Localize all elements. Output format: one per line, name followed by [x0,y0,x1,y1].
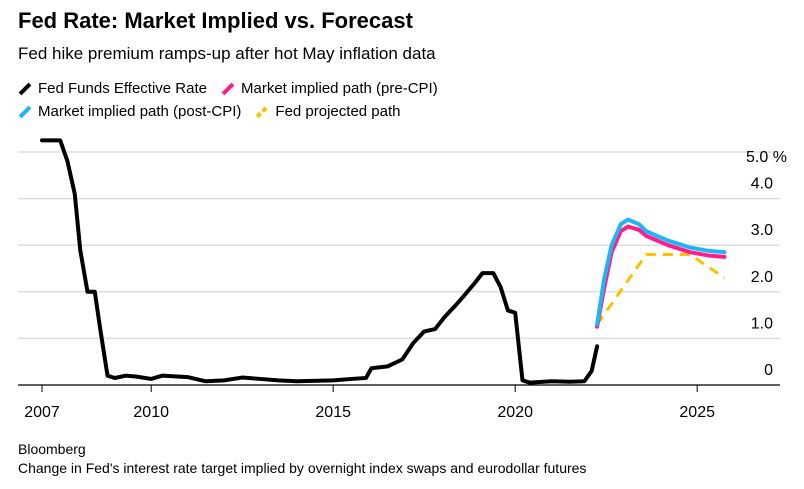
legend-label: Fed Funds Effective Rate [38,80,207,97]
x-tick-label: 2007 [24,404,60,421]
x-tick-label: 2020 [497,404,533,421]
x-tick-label: 2025 [679,404,715,421]
y-tick-label: 1.0 [751,315,773,332]
y-tick-label: 3.0 [751,222,773,239]
legend-item-fed-projected: Fed projected path [255,103,401,120]
series-line-1 [595,224,727,329]
source: Bloomberg [18,441,86,457]
series-line-0 [40,138,600,385]
y-tick-label: 0 [764,362,773,379]
x-tick-label: 2010 [133,404,169,421]
series-line-3 [595,253,726,326]
footnote: Change in Fed's interest rate target imp… [18,460,587,476]
series-line-2 [595,217,727,327]
legend-row-1: Fed Funds Effective Rate Market implied … [18,80,438,97]
legend-item-pre-cpi: Market implied path (pre-CPI) [221,80,438,97]
chart-title: Fed Rate: Market Implied vs. Forecast [18,8,413,33]
legend-label: Market implied path (post-CPI) [38,103,242,120]
legend-row-2: Market implied path (post-CPI) Fed proje… [18,103,401,120]
legend-item-fed-funds: Fed Funds Effective Rate [18,80,207,97]
legend-label: Market implied path (pre-CPI) [240,80,438,97]
y-tick-label: 2.0 [751,269,773,286]
legend-item-post-cpi: Market implied path (post-CPI) [18,103,241,120]
chart-subtitle: Fed hike premium ramps-up after hot May … [18,44,436,63]
y-tick-label: 5.0 % [746,149,787,166]
x-tick-label: 2015 [315,404,351,421]
legend-label: Fed projected path [275,103,401,120]
y-tick-label: 4.0 [751,176,773,193]
